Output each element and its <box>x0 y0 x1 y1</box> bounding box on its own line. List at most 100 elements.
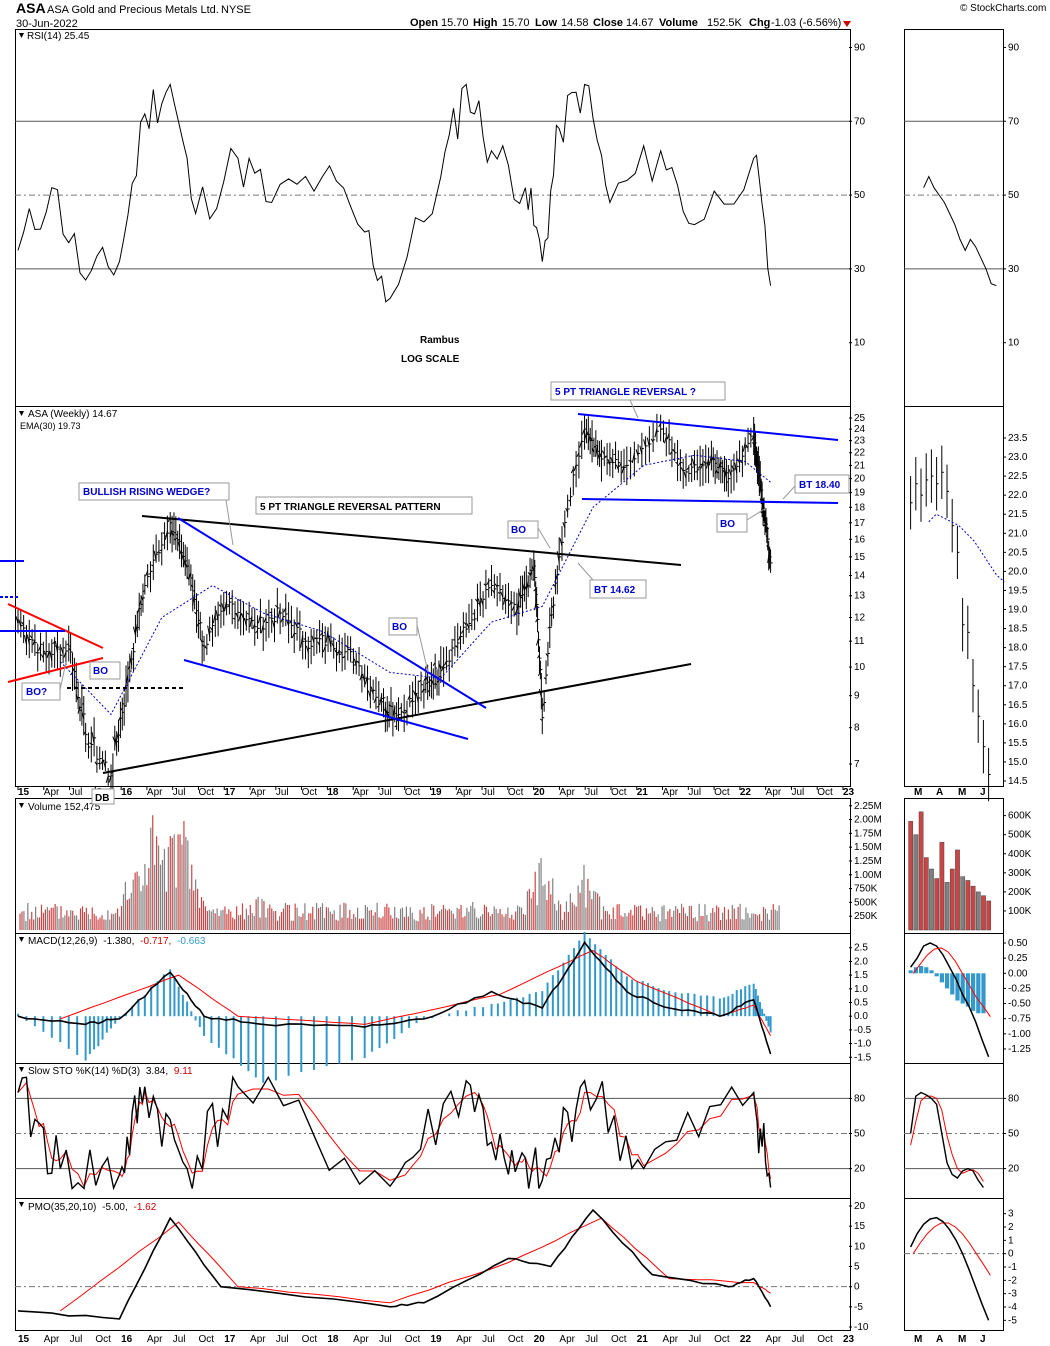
price-open-tick <box>455 645 459 649</box>
price-open-tick <box>116 732 120 741</box>
watermark: © StockCharts.com <box>960 3 1046 14</box>
x-axis-label: Oct <box>302 1334 318 1345</box>
price-open-tick <box>207 625 211 637</box>
price-open-tick <box>379 695 383 706</box>
price-small-tick: 21.5 <box>1008 509 1028 520</box>
rsi-panel-frame <box>15 29 851 407</box>
price-open-tick <box>669 451 673 455</box>
rsi-small-tick: 70 <box>1008 116 1020 127</box>
price-open-tick <box>434 682 438 686</box>
price-open-tick <box>145 570 149 577</box>
macd-tick: -1.0 <box>854 1039 872 1050</box>
x-axis-label: Apr <box>559 1334 575 1345</box>
price-open-tick <box>164 530 168 540</box>
price-open-tick <box>201 644 205 647</box>
volume-small-bar <box>923 857 929 931</box>
price-open-tick <box>683 471 687 479</box>
price-open-tick <box>486 580 490 586</box>
panel-frames <box>15 29 1004 1331</box>
x-axis-label: 19 <box>431 1334 443 1345</box>
price-open-tick <box>443 660 447 666</box>
price-open-tick <box>114 734 118 748</box>
x-axis-label: Jul <box>688 1334 701 1345</box>
pmo-small-tick: 1 <box>1008 1235 1014 1246</box>
x-axis-label: Oct <box>817 787 833 798</box>
volume-small-tick: 400K <box>1008 849 1032 860</box>
price-open-tick <box>585 431 589 436</box>
x-axis-label: Jul <box>276 787 289 798</box>
ema-small-line <box>928 513 1005 583</box>
volume-toggle-icon[interactable] <box>19 803 24 808</box>
volume-small-bar <box>965 880 971 931</box>
price-open-tick <box>398 706 402 710</box>
price-open-tick <box>117 716 121 722</box>
price-tick: 13 <box>854 591 866 602</box>
volume-small-tick: 100K <box>1008 906 1032 917</box>
macd-small-bar <box>919 966 924 974</box>
price-open-tick <box>353 658 357 666</box>
price-open-tick <box>401 711 405 714</box>
price-open-tick <box>535 618 539 623</box>
price-open-tick <box>751 436 755 441</box>
price-open-tick <box>716 470 720 474</box>
price-open-tick <box>483 583 487 587</box>
sto-toggle-icon[interactable] <box>19 1067 24 1072</box>
price-toggle-icon[interactable] <box>19 411 24 416</box>
x-axis-label: Oct <box>508 787 524 798</box>
volume-small-bar <box>975 891 981 931</box>
price-open-tick <box>300 635 304 648</box>
price-open-tick <box>650 438 654 443</box>
price-open-tick <box>593 446 597 448</box>
macd-small-bar <box>960 973 965 1004</box>
price-open-tick <box>737 458 741 464</box>
reversal-q-pointer <box>629 399 639 419</box>
price-open-tick <box>712 457 716 461</box>
price-open-tick <box>520 596 523 599</box>
sto-small-frame <box>904 1063 1004 1199</box>
price-tick: 16 <box>854 534 866 545</box>
price-open-tick <box>188 572 192 580</box>
price-tick: 11 <box>854 636 865 647</box>
pmo-plot <box>17 1208 772 1320</box>
price-open-tick <box>734 462 738 474</box>
price-open-tick <box>570 469 574 474</box>
macd-tick: 0.5 <box>854 998 868 1009</box>
macd-small-tick: -1.25 <box>1008 1044 1031 1055</box>
pmo-tick: -5 <box>854 1302 863 1313</box>
macd-toggle-icon[interactable] <box>19 937 24 942</box>
bo-pointer-2020 <box>537 527 551 549</box>
price-open-tick <box>325 629 329 643</box>
price-open-tick <box>545 653 549 657</box>
volume-small-bar <box>944 882 950 931</box>
price-open-tick <box>263 617 267 623</box>
price-open-tick <box>215 610 219 622</box>
rsi-tick: 10 <box>854 338 866 349</box>
price-open-tick <box>328 636 332 647</box>
x-axis-label: Jul <box>173 787 186 798</box>
price-open-tick <box>466 623 470 629</box>
sto-small-k <box>909 1091 984 1188</box>
price-open-tick <box>359 673 363 681</box>
x-axis-label: Apr <box>663 1334 679 1345</box>
volume-tick: 1.50M <box>854 842 882 853</box>
price-open-tick <box>336 649 340 656</box>
price-open-tick <box>105 775 109 783</box>
x-axis-label: Oct <box>198 1334 214 1345</box>
price-tick: 17 <box>854 518 866 529</box>
macd-tick: 1.5 <box>854 970 868 981</box>
rsi-toggle-icon[interactable] <box>19 33 24 38</box>
price-tick: 12 <box>854 613 866 624</box>
volume-small-bar <box>949 868 955 931</box>
macd-tick: 1.0 <box>854 984 868 995</box>
pmo-toggle-icon[interactable] <box>19 1202 24 1207</box>
price-open-tick <box>134 624 138 634</box>
price-open-tick <box>180 552 184 561</box>
ema-line <box>59 454 771 716</box>
rsi-line <box>17 82 772 303</box>
x-axis-label: Apr <box>44 787 60 798</box>
price-open-tick <box>646 437 650 448</box>
price-open-tick <box>768 558 771 562</box>
price-open-tick <box>587 434 591 444</box>
macd-small-tick: 0.50 <box>1008 938 1028 949</box>
price-label: ASA (Weekly) 14.67 <box>28 409 118 420</box>
